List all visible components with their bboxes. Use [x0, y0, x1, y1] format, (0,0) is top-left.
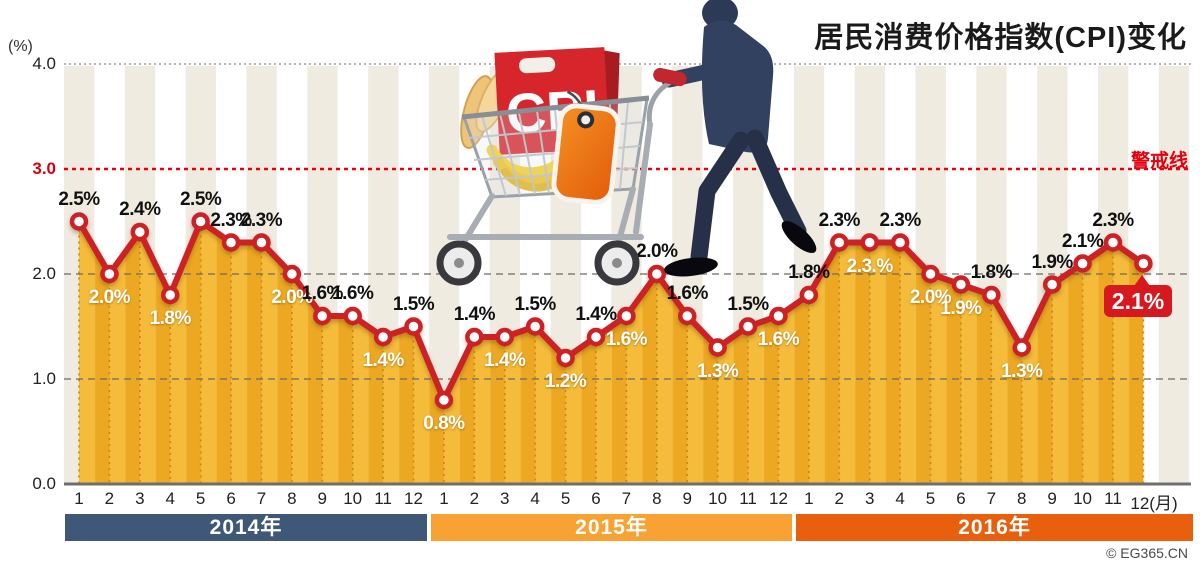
data-point-marker — [556, 348, 575, 368]
cart-grip — [653, 67, 687, 87]
back-shoe — [781, 220, 817, 254]
price-tag-body — [551, 103, 621, 205]
data-point-marker — [982, 285, 1001, 305]
person-front-leg — [690, 131, 750, 266]
data-point-marker — [769, 306, 788, 326]
data-point-marker — [617, 306, 636, 326]
data-point-marker — [69, 212, 89, 231]
shopping-cart-icon: CPI — [436, 47, 687, 286]
cart-illustration: CPI — [436, 0, 817, 286]
data-point-marker — [495, 327, 515, 347]
data-point-marker — [951, 275, 971, 294]
data-point-marker — [830, 233, 849, 252]
data-point-marker — [1103, 233, 1123, 252]
person-torso — [701, 20, 774, 153]
data-point-marker — [921, 264, 940, 284]
data-point-marker — [130, 222, 150, 242]
data-point-marker — [434, 390, 454, 410]
data-point-marker — [191, 212, 210, 231]
data-point-marker — [677, 306, 697, 326]
price-tag — [551, 90, 621, 205]
cart-basket-rim — [461, 95, 650, 120]
bg-stripe — [1158, 66, 1190, 484]
data-point-marker — [586, 327, 606, 347]
cpi-bag-handle-slot — [519, 57, 556, 74]
data-point-marker — [647, 264, 667, 284]
cart-back-wheel — [594, 240, 640, 286]
cpi-line-group — [69, 212, 1153, 410]
front-shoe — [664, 257, 718, 277]
data-point-marker — [221, 233, 241, 252]
data-point-marker — [708, 338, 727, 357]
data-point-marker — [860, 233, 879, 252]
data-point-marker — [525, 317, 545, 336]
data-point-marker — [1042, 275, 1062, 294]
person-back-leg — [746, 129, 807, 240]
data-point-marker — [1134, 254, 1153, 273]
data-point-marker — [343, 306, 362, 326]
person-silhouette — [661, 0, 817, 277]
data-point-marker — [1012, 338, 1032, 357]
data-point-marker — [252, 233, 271, 252]
data-point-marker — [282, 264, 302, 284]
cart-front-wheel — [436, 240, 482, 286]
data-point-marker — [1073, 254, 1092, 273]
cart-handle-tube — [646, 79, 673, 127]
data-point-marker — [160, 285, 180, 305]
data-point-marker — [373, 327, 393, 347]
data-point-marker — [100, 264, 119, 284]
data-point-marker — [313, 306, 332, 326]
data-point-marker — [890, 233, 910, 252]
data-point-marker — [738, 317, 758, 336]
data-point-marker — [465, 327, 484, 347]
data-point-marker — [404, 317, 423, 336]
price-tag-hole — [577, 111, 595, 129]
person-head — [702, 0, 738, 29]
cart-frame — [447, 121, 653, 251]
data-point-marker — [799, 285, 819, 305]
area-fill — [79, 221, 1144, 484]
